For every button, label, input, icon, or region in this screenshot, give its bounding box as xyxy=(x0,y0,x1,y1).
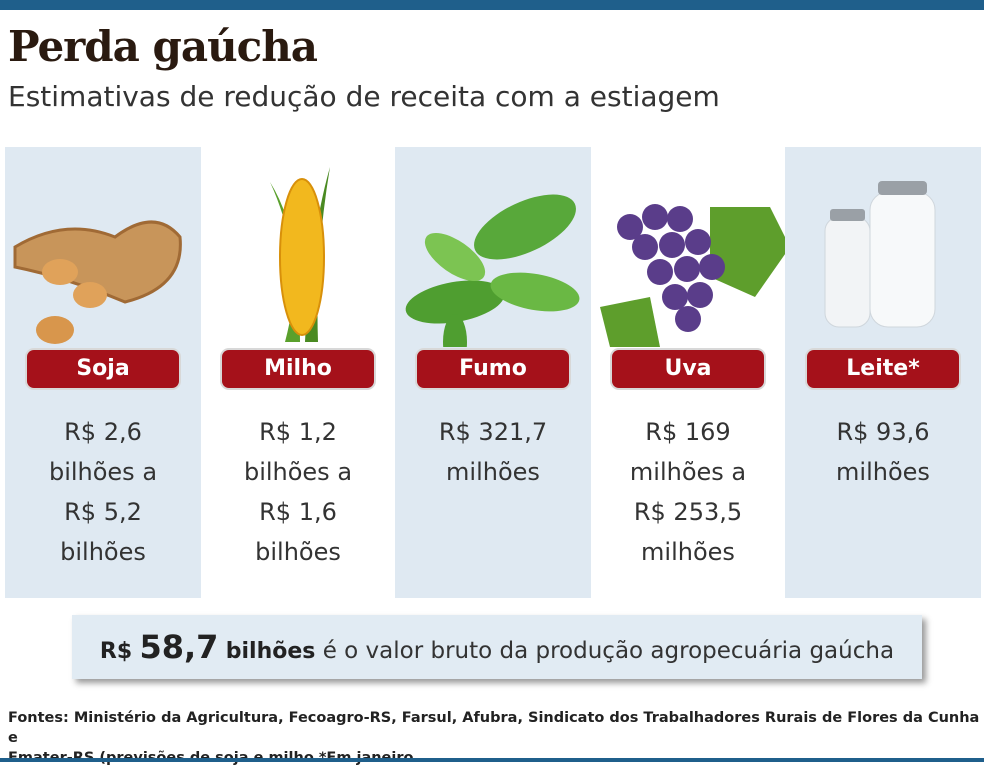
amount: 58,7 xyxy=(139,628,219,666)
estimate-line: R$ 253,5 xyxy=(633,498,743,526)
estimate-line: R$ 5,2 xyxy=(64,498,142,526)
illustration xyxy=(13,220,182,344)
item-column: Fumo R$ 321,7 milhões xyxy=(395,147,591,598)
estimate: R$ 93,6 milhões xyxy=(785,412,981,492)
item-column: Uva R$ 169 milhões a R$ 253,5 milhões xyxy=(590,147,786,598)
estimate: R$ 2,6 bilhões a R$ 5,2 bilhões xyxy=(5,412,201,572)
illustration xyxy=(405,194,580,347)
item-name: Soja xyxy=(27,350,179,388)
item-column: Milho R$ 1,2 bilhões a R$ 1,6 bilhões xyxy=(200,147,396,598)
highlight-text: é o valor bruto da produção agropecuária… xyxy=(322,638,895,664)
item-name: Uva xyxy=(612,350,764,388)
currency: R$ xyxy=(99,639,133,664)
item-column: Soja R$ 2,6 bilhões a R$ 5,2 bilhões xyxy=(5,147,201,598)
highlight: R$ 58,7 bilhões é o valor bruto da produ… xyxy=(72,615,922,679)
estimate-line: bilhões a xyxy=(243,458,353,486)
item-name: Leite* xyxy=(807,350,959,388)
estimate-line: R$ 1,6 xyxy=(259,498,337,526)
estimate-line: bilhões xyxy=(60,538,146,566)
estimate: R$ 1,2 bilhões a R$ 1,6 bilhões xyxy=(200,412,396,572)
estimate: R$ 169 milhões a R$ 253,5 milhões xyxy=(590,412,786,572)
estimate-line: bilhões xyxy=(255,538,341,566)
estimate: R$ 321,7 milhões xyxy=(395,412,591,492)
subtitle: Estimativas de redução de receita com a … xyxy=(8,80,720,113)
estimate-line: milhões xyxy=(836,458,930,486)
estimate-line: R$ 321,7 xyxy=(438,418,548,446)
title: Perda gaúcha xyxy=(8,22,318,71)
item-column: Leite* R$ 93,6 milhões xyxy=(785,147,981,598)
unit: bilhões xyxy=(225,639,316,664)
estimate-line: R$ 2,6 xyxy=(64,418,142,446)
estimate-line: bilhões a xyxy=(48,458,158,486)
item-name: Milho xyxy=(222,350,374,388)
estimate-line: R$ 1,2 xyxy=(259,418,337,446)
bottom-bar xyxy=(0,758,984,762)
illustration xyxy=(600,204,786,347)
illustration xyxy=(270,167,330,342)
estimate-line: milhões a xyxy=(629,458,747,486)
top-bar xyxy=(0,0,984,10)
illustration xyxy=(824,181,936,328)
estimate-line: R$ 93,6 xyxy=(836,418,930,446)
estimate-line: R$ 169 xyxy=(645,418,731,446)
estimate-line: milhões xyxy=(641,538,735,566)
item-name: Fumo xyxy=(417,350,569,388)
source-line: Fontes: Ministério da Agricultura, Fecoa… xyxy=(8,710,980,746)
estimate-line: milhões xyxy=(446,458,540,486)
